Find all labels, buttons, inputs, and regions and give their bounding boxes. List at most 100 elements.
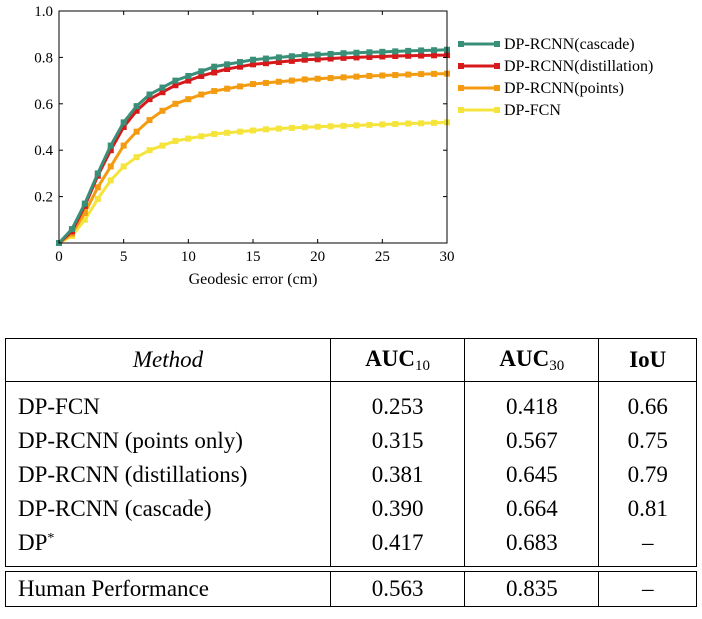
x-tick-label: 10 [181, 249, 196, 265]
data-point [211, 63, 218, 70]
data-point [120, 119, 127, 126]
data-point [314, 56, 321, 63]
data-point [431, 70, 438, 77]
legend-swatch-marker [458, 85, 464, 91]
data-point [81, 216, 88, 223]
legend-label: DP-RCNN(distillation) [504, 58, 653, 75]
legend-swatch-marker [458, 63, 464, 69]
cell-iou: 0.75 [598, 424, 697, 458]
data-point [146, 117, 153, 124]
data-point [418, 71, 425, 78]
data-point [275, 78, 282, 85]
data-point [301, 56, 308, 63]
legend-entry: DP-RCNN(points) [458, 80, 624, 97]
data-point [314, 123, 321, 130]
data-point [159, 142, 166, 149]
data-point [379, 48, 386, 55]
data-point [327, 123, 334, 130]
geodesic-error-chart: 0 5 10 15 20 25 30 0.2 0.4 0.6 0.8 1.0 Geodesic err… [34, 4, 653, 288]
data-point [379, 72, 386, 79]
data-point [146, 147, 153, 154]
legend-entry: DP-RCNN(distillation) [458, 58, 653, 75]
data-point [301, 52, 308, 59]
data-point [198, 133, 205, 140]
data-point [275, 54, 282, 61]
data-point [366, 53, 373, 60]
data-point [146, 91, 153, 98]
table-row: DP-RCNN (distillations) 0.381 0.645 0.79 [5, 458, 697, 492]
data-point [392, 48, 399, 55]
data-point [224, 129, 231, 136]
legend-swatch-marker [494, 63, 500, 69]
legend-label: DP-FCN [504, 102, 561, 119]
header-iou: IoU [598, 338, 697, 382]
cell-auc10: 0.253 [329, 381, 466, 424]
data-point [224, 61, 231, 68]
data-point [211, 130, 218, 137]
data-point [94, 195, 101, 202]
series-dp-rcnn-points- [56, 70, 450, 246]
x-axis-label: Geodesic error (cm) [189, 271, 318, 288]
data-point [262, 79, 269, 86]
table-row: DP-FCN 0.253 0.418 0.66 [5, 381, 697, 424]
data-point [107, 163, 114, 170]
data-point [405, 52, 412, 59]
data-point [146, 96, 153, 103]
data-point [314, 51, 321, 58]
data-point [405, 47, 412, 54]
legend-entry: DP-FCN [458, 102, 561, 119]
cell-method: Human Performance [5, 571, 331, 607]
y-tick-label: 0.4 [34, 143, 53, 159]
data-point [431, 47, 438, 54]
cell-iou: – [598, 526, 697, 567]
cell-auc10: 0.315 [329, 424, 466, 458]
data-point [353, 122, 360, 129]
data-point [379, 121, 386, 128]
data-point [418, 120, 425, 127]
data-point [418, 47, 425, 54]
data-point [366, 121, 373, 128]
data-point [392, 53, 399, 60]
data-point [159, 89, 166, 96]
cell-iou: – [598, 571, 697, 607]
data-point [185, 96, 192, 103]
data-point [353, 49, 360, 56]
legend-entry: DP-RCNN(cascade) [458, 36, 635, 53]
data-point [237, 59, 244, 66]
x-tick-label: 20 [310, 249, 325, 265]
table-row-human: Human Performance 0.563 0.835 – [5, 571, 697, 607]
legend: DP-RCNN(cascade) DP-RCNN(distillation) DP-… [458, 36, 653, 119]
x-tick-label: 30 [440, 249, 455, 265]
data-point [340, 74, 347, 81]
data-point [224, 85, 231, 92]
data-point [392, 120, 399, 127]
data-point [353, 54, 360, 61]
data-point [275, 125, 282, 132]
data-point [366, 72, 373, 79]
data-point [405, 71, 412, 78]
cell-method: DP* [5, 526, 331, 567]
cell-iou: 0.79 [598, 458, 697, 492]
data-point [172, 82, 179, 89]
data-point [81, 200, 88, 207]
y-tick-label: 1.0 [34, 4, 53, 20]
legend-swatch-marker [458, 107, 464, 113]
header-auc10-sub: 10 [415, 357, 431, 374]
data-point [120, 142, 127, 149]
table-row: DP-RCNN (cascade) 0.390 0.664 0.81 [5, 492, 697, 526]
header-auc10: AUC10 [329, 338, 466, 382]
data-point [327, 55, 334, 62]
data-point [250, 56, 256, 63]
x-tick-label: 15 [246, 249, 261, 265]
cell-auc10: 0.417 [329, 526, 466, 567]
data-point [94, 170, 101, 177]
data-point [120, 163, 127, 170]
data-point [288, 124, 295, 131]
data-point [288, 77, 295, 84]
cell-method-text: DP [18, 530, 48, 555]
cell-iou: 0.81 [598, 492, 697, 526]
data-point [159, 107, 166, 114]
data-point [301, 76, 308, 83]
x-tick-label: 0 [55, 249, 63, 265]
cell-iou: 0.66 [598, 381, 697, 424]
